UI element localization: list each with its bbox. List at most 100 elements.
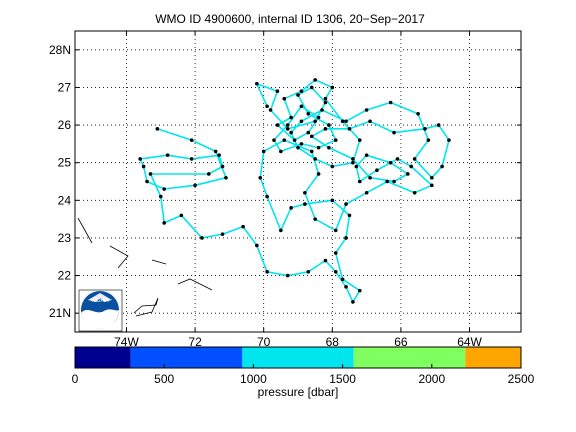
profile-point (357, 179, 362, 184)
profile-point (364, 108, 369, 112)
colorbar-bin (130, 347, 243, 368)
profile-point (351, 157, 355, 161)
profile-point (344, 202, 348, 206)
coastline-puerto-rico (133, 297, 159, 317)
profile-point (440, 164, 444, 169)
profile-point (299, 89, 304, 93)
profile-point (279, 228, 283, 233)
colorbar-label: pressure [dbar] (258, 385, 339, 399)
profile-point (327, 123, 331, 127)
profile-point (189, 138, 194, 142)
profile-point (347, 213, 352, 218)
profile-point (330, 85, 335, 90)
profile-point (272, 138, 276, 142)
profile-points (138, 78, 451, 304)
profile-point (430, 183, 434, 188)
profile-point (344, 285, 348, 289)
profile-point (148, 172, 153, 176)
profile-point (200, 236, 204, 240)
profile-point (323, 96, 328, 101)
profile-point (213, 149, 218, 154)
profile-point (392, 179, 396, 184)
profile-point (265, 270, 269, 274)
y-axis-ticks: 21N 22 23 24 25 26 27 28N (49, 43, 521, 320)
profile-point (189, 157, 194, 161)
profile-point (309, 149, 314, 154)
profile-point (447, 138, 451, 142)
x-tick-label: 66 (394, 335, 408, 349)
profile-point (158, 194, 163, 199)
pressure-colorbar: 0 500 1000 1500 2000 2500 pressure [dbar] (72, 346, 535, 399)
y-tick-label: 22 (58, 269, 72, 283)
profile-point (138, 157, 142, 161)
y-tick-label: 21N (49, 306, 71, 320)
profile-point (299, 104, 304, 109)
profile-point (296, 93, 300, 97)
profile-point (285, 273, 290, 278)
profile-point (416, 111, 420, 116)
profile-point (388, 100, 393, 105)
map-axes (74, 30, 522, 333)
profile-point (333, 270, 338, 274)
profile-point (145, 179, 149, 184)
profile-point (303, 202, 307, 206)
profile-point (162, 187, 166, 191)
profile-point (193, 183, 197, 188)
profile-point (316, 172, 321, 176)
profile-point (375, 168, 379, 173)
colorbar-tick-label: 1500 (329, 372, 356, 386)
x-tick-label: 70 (257, 335, 271, 349)
profile-point (155, 127, 160, 131)
profile-point (309, 134, 314, 139)
profile-point (357, 288, 362, 293)
profile-point (316, 115, 321, 120)
profile-point (162, 221, 166, 225)
profile-point (333, 138, 338, 142)
x-tick-label: 64W (457, 335, 482, 349)
profile-point (306, 130, 311, 135)
profile-point (323, 127, 328, 131)
profile-point (217, 153, 221, 157)
noaa-logo-wave (81, 309, 119, 329)
profile-point (412, 157, 417, 161)
profile-point (224, 175, 228, 180)
profile-point (340, 119, 345, 124)
profile-point (299, 119, 304, 124)
profile-point (388, 160, 393, 165)
profile-point (354, 164, 359, 169)
profile-point (279, 149, 283, 154)
x-tick-label: 72 (188, 335, 202, 349)
profile-point (351, 160, 355, 165)
profile-point (313, 157, 317, 161)
colorbar-bin (353, 347, 466, 368)
profile-point (368, 175, 372, 180)
profile-point (333, 251, 338, 255)
profile-point (275, 123, 280, 127)
profile-point (340, 277, 345, 282)
profile-point (405, 172, 410, 176)
profile-point (330, 198, 335, 203)
x-tick-label: 74W (114, 335, 139, 349)
x-axis-ticks: 74W 72 70 68 66 64W (114, 31, 483, 349)
profile-point (289, 115, 293, 120)
profile-point (351, 300, 355, 304)
profile-point (306, 270, 311, 274)
profile-point (299, 142, 304, 146)
noaa-logo-bird (88, 293, 112, 302)
colorbar-bin (75, 347, 131, 368)
profile-point (309, 85, 314, 90)
profile-point (165, 153, 170, 157)
profile-point (241, 224, 245, 229)
y-tick-label: 24 (58, 193, 72, 207)
profile-point (258, 175, 263, 180)
profile-point (430, 175, 434, 180)
profile-point (207, 172, 211, 176)
profile-point (323, 258, 328, 263)
coastline-andros (77, 217, 93, 244)
profile-point (282, 138, 287, 142)
profile-point (323, 100, 328, 105)
profile-point (364, 153, 369, 157)
profile-point (141, 164, 146, 169)
y-tick-label: 28N (49, 43, 71, 57)
profile-point (385, 179, 390, 184)
